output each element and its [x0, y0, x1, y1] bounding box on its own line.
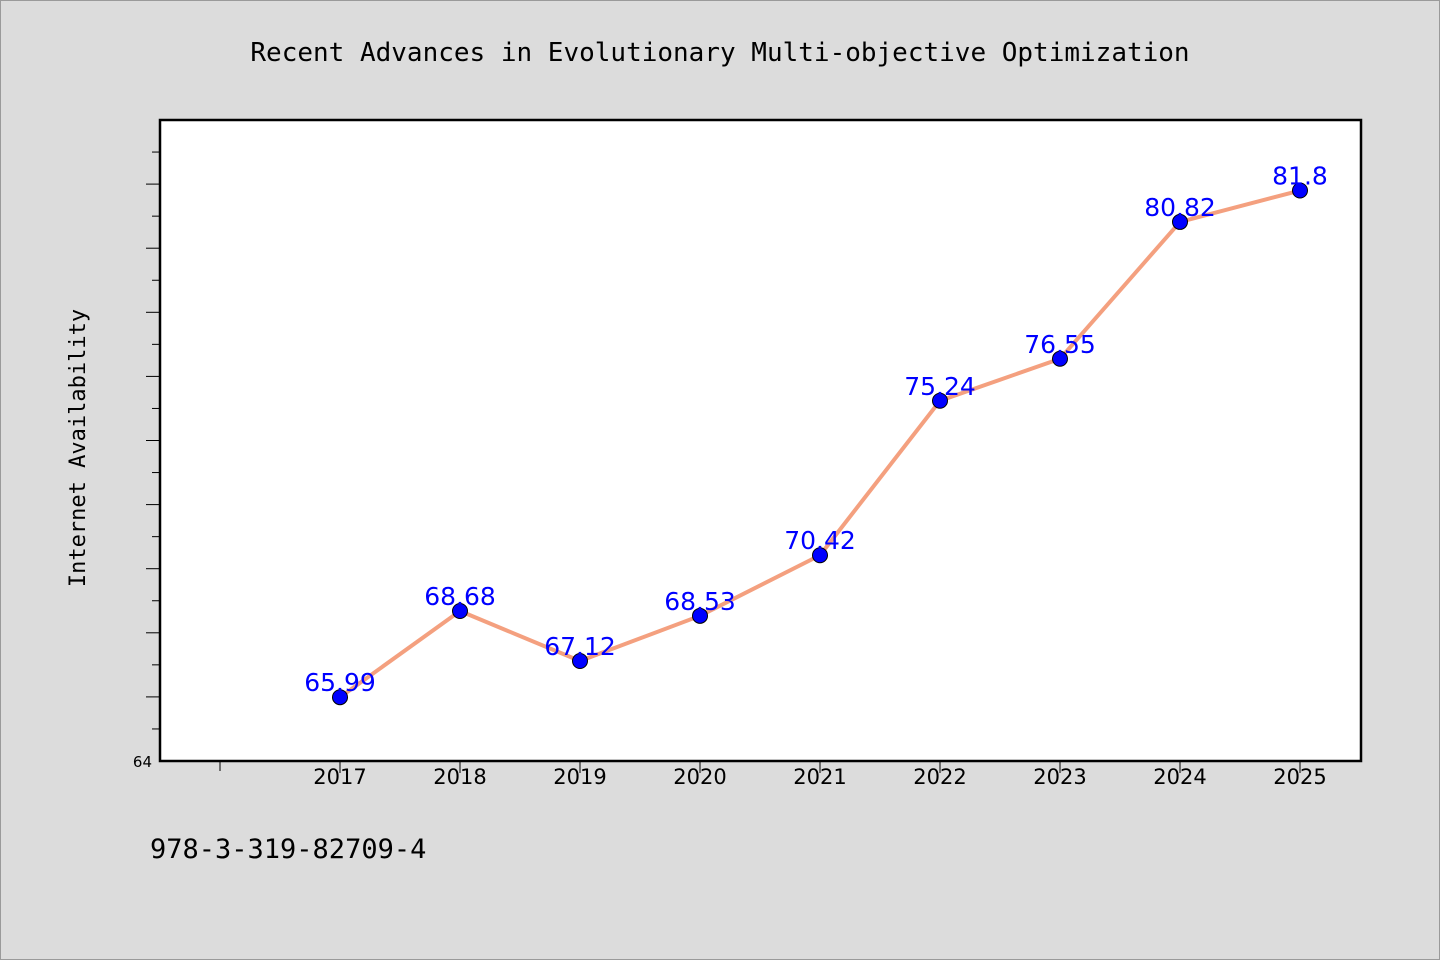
data-point[interactable]: [1292, 182, 1308, 199]
data-label: 75.24: [904, 372, 976, 401]
isbn-footer: 978-3-319-82709-4: [150, 834, 427, 865]
plot-area: [158, 118, 1363, 763]
x-axis-ticks: 2017 2018 2019 2020 2021 2022 2023 2024 2025: [219, 761, 1327, 789]
data-point[interactable]: [572, 653, 588, 670]
y-axis-label: Internet Availability: [66, 309, 91, 587]
data-label: 81.8: [1272, 162, 1328, 191]
x-tick-label: 2019: [553, 765, 606, 789]
data-point[interactable]: [1172, 213, 1188, 230]
chart-title: Recent Advances in Evolutionary Multi-ob…: [250, 38, 1189, 68]
x-tick-label: 2025: [1273, 765, 1326, 789]
series-line-group: 65.99 68.68 67.12 68.53 70.42 75.24 76.55 80.82…: [304, 162, 1328, 706]
x-tick-label: 2017: [313, 765, 366, 789]
data-point[interactable]: [692, 607, 708, 624]
data-label: 68.68: [424, 582, 496, 611]
data-point[interactable]: [332, 689, 348, 706]
x-tick-label: 2023: [1033, 765, 1086, 789]
data-point[interactable]: [1052, 350, 1068, 367]
y-tick-label: 64: [133, 753, 152, 771]
data-point[interactable]: [452, 603, 468, 620]
x-tick-label: 2024: [1153, 765, 1206, 789]
x-tick-label: 2018: [433, 765, 486, 789]
y-axis-ticks: 64: [133, 151, 160, 771]
data-label: 80.82: [1144, 193, 1216, 222]
x-tick-label: 2021: [793, 765, 846, 789]
x-tick-label: 2022: [913, 765, 966, 789]
data-label: 70.42: [784, 526, 856, 555]
data-label: 76.55: [1024, 330, 1096, 359]
data-point[interactable]: [812, 547, 828, 564]
data-label: 67.12: [544, 632, 616, 661]
data-label: 68.53: [664, 587, 736, 616]
data-point[interactable]: [932, 392, 948, 409]
x-tick-label: 2020: [673, 765, 726, 789]
data-label: 65.99: [304, 668, 376, 697]
